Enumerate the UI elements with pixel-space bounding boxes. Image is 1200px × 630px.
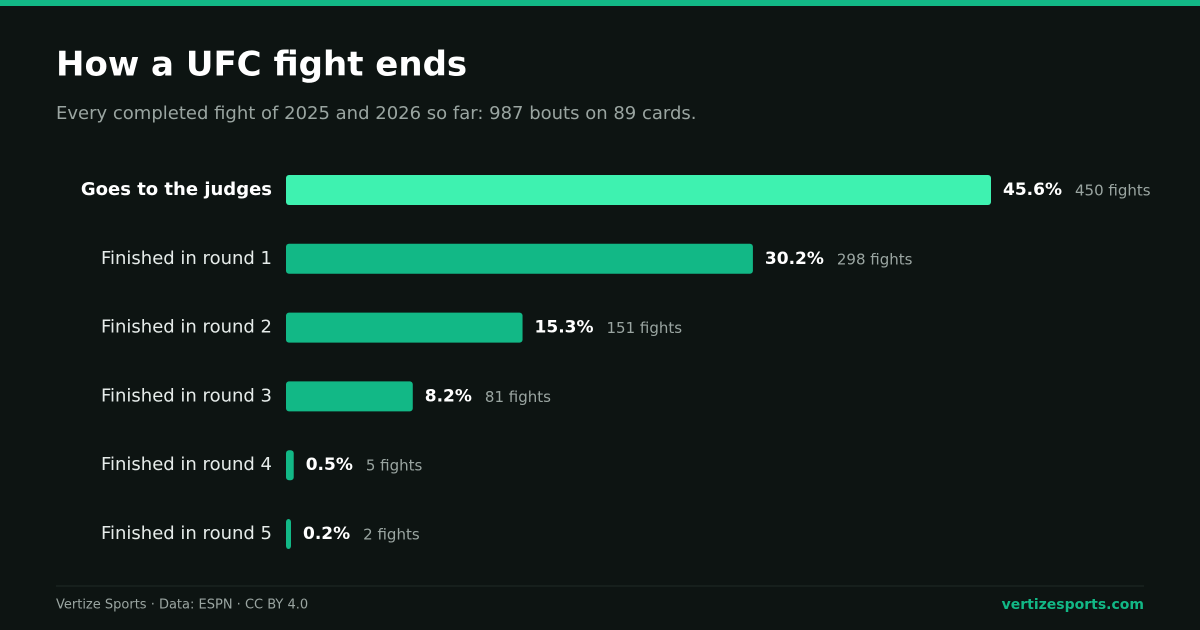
count-label: 450 fights: [1075, 182, 1151, 200]
value-label: 30.2%: [765, 249, 824, 269]
category-label: Finished in round 2: [101, 317, 272, 338]
count-label: 2 fights: [363, 526, 420, 544]
value-label: 0.5%: [306, 455, 353, 475]
bar: [286, 312, 523, 343]
chart-title: How a UFC fight ends: [56, 45, 467, 85]
category-label: Finished in round 1: [101, 248, 272, 269]
count-label: 298 fights: [837, 250, 913, 268]
category-label: Goes to the judges: [81, 179, 272, 200]
value-label: 15.3%: [535, 318, 594, 338]
count-label: 81 fights: [485, 388, 551, 406]
bar: [286, 175, 991, 205]
top-strip: [0, 0, 1200, 6]
footer-site[interactable]: vertizesports.com: [1002, 597, 1144, 613]
value-label: 0.2%: [303, 524, 350, 544]
value-label: 8.2%: [425, 386, 472, 406]
value-label: 45.6%: [1003, 180, 1062, 200]
bar: [286, 519, 291, 549]
category-label: Finished in round 4: [101, 454, 272, 475]
category-label: Finished in round 5: [101, 523, 272, 544]
category-label: Finished in round 3: [101, 385, 272, 406]
count-label: 151 fights: [607, 319, 683, 337]
count-label: 5 fights: [366, 457, 423, 475]
bar: [286, 381, 413, 412]
bar: [286, 243, 753, 274]
footer-source: Vertize Sports · Data: ESPN · CC BY 4.0: [56, 598, 308, 613]
chart-subtitle: Every completed fight of 2025 and 2026 s…: [56, 103, 697, 124]
bar: [286, 450, 294, 481]
